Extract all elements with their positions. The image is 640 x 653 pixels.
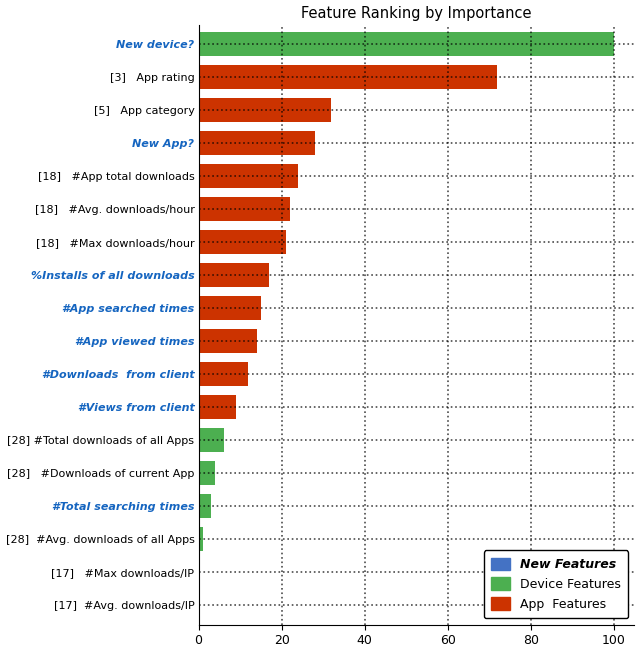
Bar — [198, 428, 223, 452]
Bar — [198, 33, 614, 56]
Bar — [198, 65, 497, 89]
Bar — [198, 296, 261, 320]
Bar — [198, 593, 200, 617]
Bar — [198, 131, 315, 155]
Bar — [198, 395, 236, 419]
Bar — [198, 231, 286, 254]
Bar — [198, 494, 211, 518]
Bar — [198, 527, 203, 551]
Bar — [198, 362, 248, 386]
Bar — [198, 263, 269, 287]
Bar — [198, 560, 200, 584]
Bar — [198, 329, 257, 353]
Bar — [198, 197, 290, 221]
Bar — [198, 165, 298, 188]
Legend: New Features, Device Features, App  Features: New Features, Device Features, App Featu… — [484, 550, 628, 618]
Title: Feature Ranking by Importance: Feature Ranking by Importance — [301, 6, 532, 20]
Bar — [198, 461, 215, 485]
Bar — [198, 99, 332, 122]
